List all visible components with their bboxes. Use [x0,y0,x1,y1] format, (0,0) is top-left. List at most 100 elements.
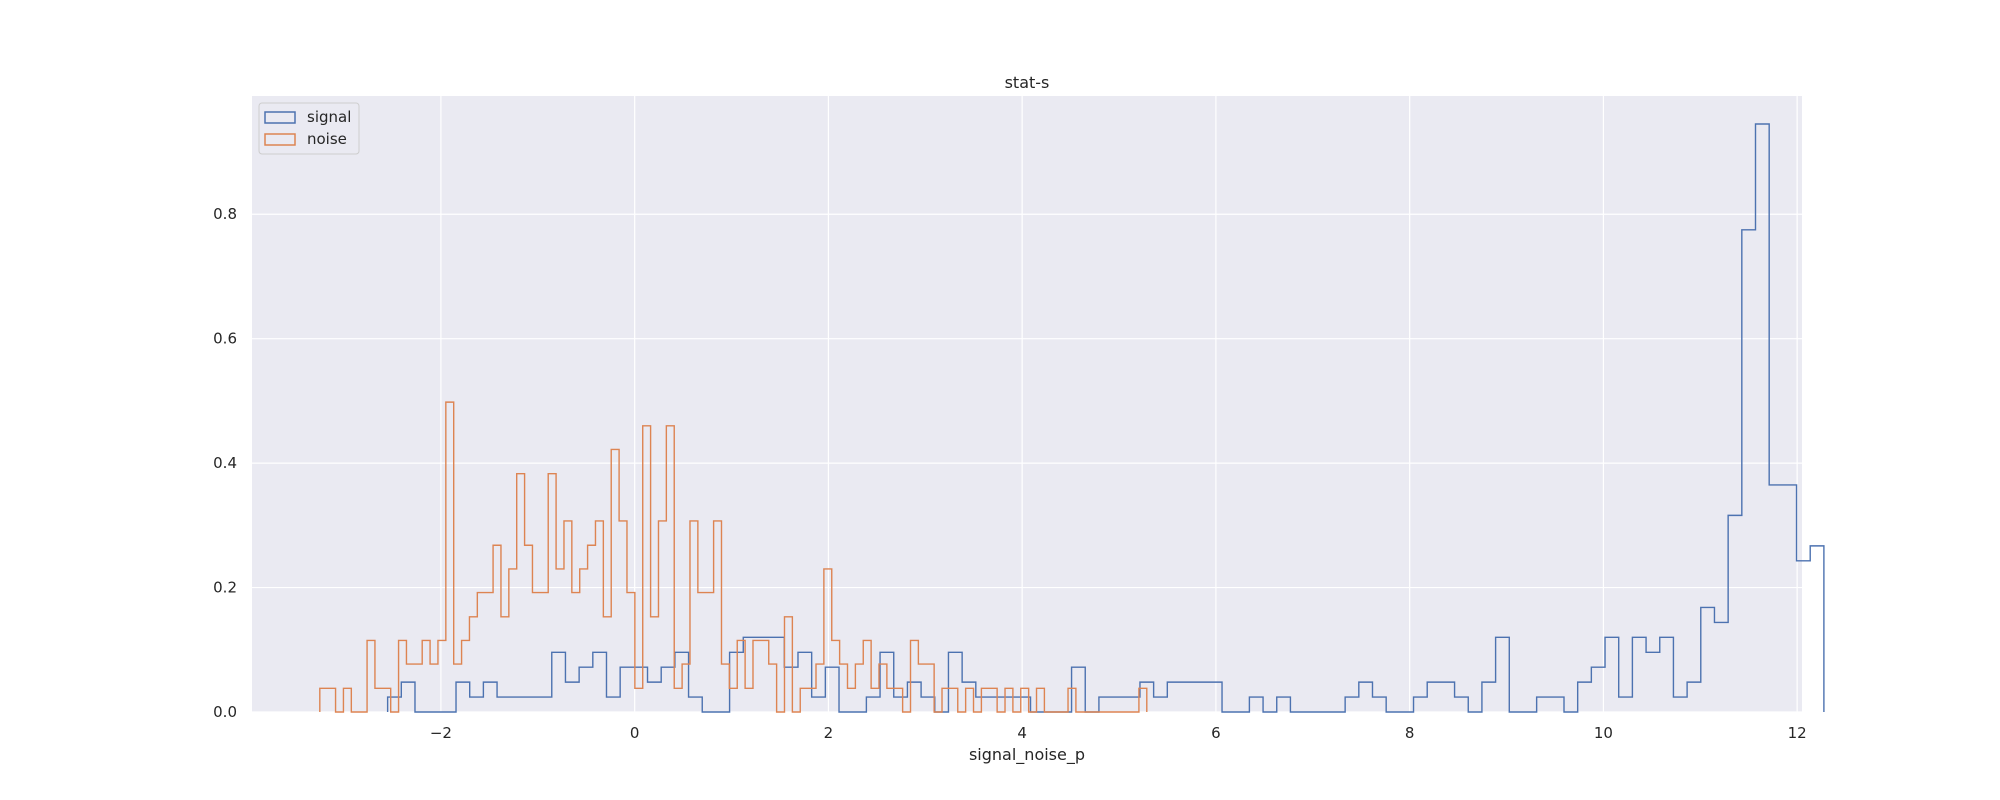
noise-bin [493,545,501,712]
signal-bin [1496,637,1510,712]
x-tick-label: 4 [1017,724,1027,742]
noise-bin [635,688,643,712]
signal-bin [1455,697,1469,712]
noise-bin [643,426,651,712]
noise-bin [911,640,919,712]
noise-bin [580,569,588,712]
x-tick-label: 2 [824,724,834,742]
noise-bin [651,617,659,712]
signal-bin [1605,637,1619,712]
noise-bin [848,688,856,712]
noise-bin [824,569,832,712]
signal-bin [1208,682,1222,712]
noise-bin [761,640,769,712]
noise-bin [320,688,328,712]
signal-bin [1154,697,1168,712]
signal-bin [1482,682,1496,712]
x-tick-label: 6 [1211,724,1221,742]
y-tick-label: 0.6 [213,330,237,348]
signal-bin [1687,682,1701,712]
noise-bin [840,664,848,712]
noise-bin [328,688,336,712]
signal-bin [1769,485,1783,712]
noise-bin [832,640,840,712]
signal-bin [1591,667,1605,712]
x-tick-label: 12 [1788,724,1807,742]
noise-bin [367,640,375,712]
legend-swatch-signal [264,111,296,124]
signal-bin [1359,682,1373,712]
noise-bin [627,593,635,712]
noise-bin [855,664,863,712]
signal-bin [1619,697,1633,712]
noise-bin [588,545,596,712]
noise-bin [950,688,958,712]
noise-bin [800,688,808,712]
signal-bin [1632,637,1646,712]
noise-bin [532,593,540,712]
noise-bin [603,617,611,712]
legend-swatch-noise [264,133,296,146]
noise-bin [1005,688,1013,712]
noise-bin [981,688,989,712]
signal-bin [1537,697,1551,712]
signal-bin [1167,682,1181,712]
noise-bin [737,640,745,712]
noise-bin [619,521,627,712]
signal-bin [1441,682,1455,712]
noise-bin [1021,688,1029,712]
legend: signal noise [258,102,360,155]
noise-bin [871,688,879,712]
signal-bin [1578,682,1592,712]
legend-label-noise: noise [307,130,347,148]
y-tick-label: 0.8 [213,205,237,223]
noise-bin [509,569,517,712]
signal-bin [1728,515,1742,712]
noise-bin [517,474,525,712]
x-tick-label: 10 [1594,724,1613,742]
noise-bin [430,664,438,712]
y-tick-label: 0.2 [213,579,237,597]
noise-bin [745,688,753,712]
noise-bin [485,593,493,712]
signal-bin [1797,561,1811,712]
noise-bin [556,569,564,712]
noise-bin [926,664,934,712]
signal-bin [1414,697,1428,712]
noise-bin [501,617,509,712]
signal-bin [1701,607,1715,712]
signal-bin [1427,682,1441,712]
noise-bin [666,426,674,712]
signal-bin [1249,697,1263,712]
signal-bin [1345,697,1359,712]
noise-bin [540,593,548,712]
noise-bin [918,664,926,712]
signal-bin [1277,697,1291,712]
signal-bin [1372,697,1386,712]
noise-bin [548,474,556,712]
noise-bin [714,521,722,712]
signal-bin [1714,622,1728,712]
noise-bin [989,688,997,712]
noise-bin [1068,688,1076,712]
y-gridlines [252,213,1802,713]
noise-bin [462,640,470,712]
plot-area [252,96,1802,712]
noise-bin [343,688,351,712]
noise-bin [784,617,792,712]
noise-bin [808,688,816,712]
noise-bin [887,688,895,712]
noise-bin [690,521,698,712]
noise-bin [1139,688,1147,712]
noise-bin [422,640,430,712]
noise-bin [698,593,706,712]
noise-bin [375,688,383,712]
noise-bin [682,664,690,712]
signal-bin [1646,652,1660,712]
noise-bin [1037,688,1045,712]
noise-bin [942,688,950,712]
series-noise-step [319,401,1148,713]
noise-bin [564,521,572,712]
noise-bin [895,688,903,712]
